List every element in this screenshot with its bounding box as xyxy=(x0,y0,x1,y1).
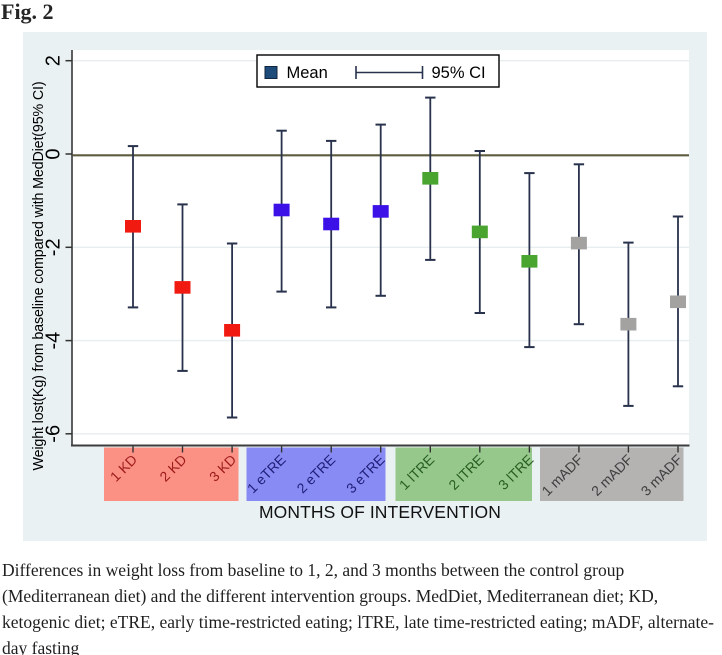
svg-text:-6: -6 xyxy=(43,425,65,443)
svg-text:MONTHS OF INTERVENTION: MONTHS OF INTERVENTION xyxy=(259,502,501,522)
svg-text:95% CI: 95% CI xyxy=(432,64,486,82)
svg-text:-4: -4 xyxy=(43,332,65,350)
svg-text:Mean: Mean xyxy=(287,64,328,82)
svg-text:0: 0 xyxy=(43,148,65,159)
svg-text:2: 2 xyxy=(43,55,65,66)
svg-text:Weight lost(Kg) from baseline: Weight lost(Kg) from baseline compared w… xyxy=(31,82,47,471)
svg-text:-2: -2 xyxy=(43,238,65,256)
